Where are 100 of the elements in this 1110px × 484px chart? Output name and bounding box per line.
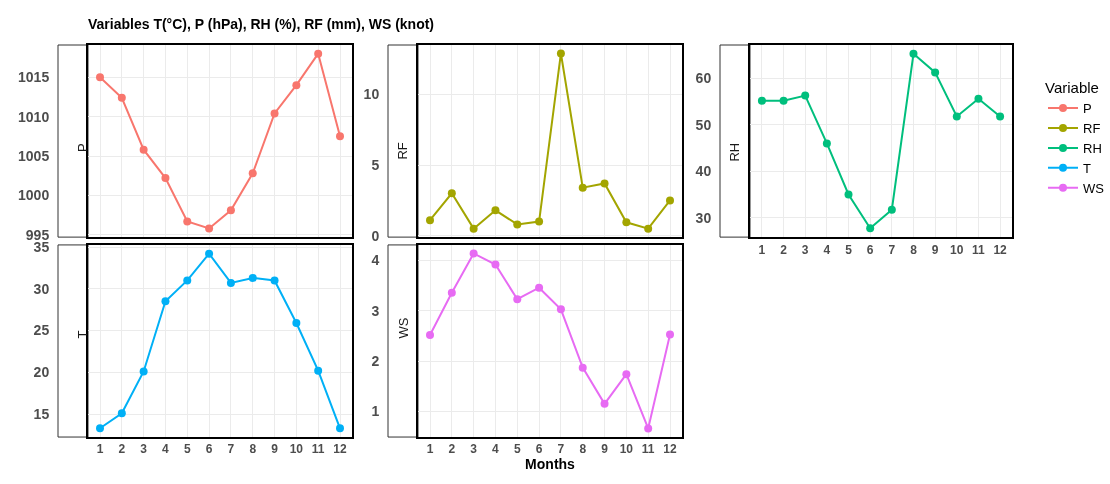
x-tick-label: 5 bbox=[845, 242, 853, 257]
x-tick-label: 8 bbox=[910, 242, 918, 257]
x-tick-label: 7 bbox=[557, 442, 565, 457]
point bbox=[779, 96, 788, 105]
y-tick-label: 15 bbox=[33, 405, 50, 422]
y-tick-label: 1000 bbox=[18, 187, 50, 204]
y-axis-title: P bbox=[74, 143, 90, 153]
x-tick-label: 9 bbox=[271, 442, 279, 457]
point bbox=[535, 217, 544, 226]
x-tick-label: 11 bbox=[641, 442, 655, 457]
y-tick-label: 25 bbox=[33, 322, 50, 339]
point bbox=[556, 305, 565, 314]
point bbox=[757, 96, 766, 105]
y-axis-title: RH bbox=[727, 142, 743, 162]
point bbox=[447, 288, 456, 297]
x-tick-label: 9 bbox=[931, 242, 939, 257]
x-tick-label: 2 bbox=[448, 442, 456, 457]
x-tick-label: 10 bbox=[950, 242, 964, 257]
y-tick-label: 10 bbox=[363, 86, 380, 103]
x-tick-label: 11 bbox=[972, 242, 986, 257]
x-tick-label: 4 bbox=[823, 242, 831, 257]
point bbox=[469, 224, 478, 233]
point bbox=[600, 399, 609, 408]
legend-label: RF bbox=[1083, 121, 1101, 137]
point bbox=[426, 216, 434, 225]
x-tick-label: 10 bbox=[289, 442, 304, 457]
x-tick-label: 4 bbox=[162, 442, 170, 457]
point bbox=[270, 109, 279, 118]
y-tick-label: 995 bbox=[25, 226, 50, 243]
point bbox=[248, 169, 257, 178]
point bbox=[205, 249, 214, 258]
point bbox=[139, 145, 148, 154]
point bbox=[248, 273, 257, 282]
x-tick-label: 1 bbox=[96, 442, 104, 457]
point bbox=[866, 224, 875, 233]
point bbox=[887, 205, 896, 214]
x-tick-label: 3 bbox=[140, 442, 148, 457]
point bbox=[952, 112, 961, 121]
y-axis-title: WS bbox=[395, 317, 411, 339]
x-tick-label: 1 bbox=[758, 242, 766, 257]
point bbox=[314, 49, 323, 58]
point bbox=[226, 206, 235, 215]
y-tick-label: 5 bbox=[371, 156, 380, 173]
x-tick-label: 11 bbox=[311, 442, 325, 457]
point bbox=[226, 278, 235, 287]
point bbox=[535, 283, 544, 292]
point bbox=[622, 370, 631, 379]
point bbox=[556, 49, 565, 58]
x-tick-label: 7 bbox=[227, 442, 235, 457]
x-tick-label: 6 bbox=[205, 442, 213, 457]
y-tick-label: 1015 bbox=[18, 69, 50, 86]
y-tick-label: 50 bbox=[695, 116, 712, 133]
y-tick-label: 1 bbox=[371, 403, 380, 420]
point bbox=[96, 424, 104, 433]
point bbox=[578, 363, 587, 372]
y-tick-label: 1005 bbox=[18, 147, 50, 164]
point bbox=[426, 330, 434, 339]
x-axis-title: Months bbox=[525, 456, 576, 473]
chart-title: Variables T(°C), P (hPa), RH (%), RF (mm), WS (knot) bbox=[88, 16, 435, 33]
point bbox=[578, 183, 587, 192]
point bbox=[822, 139, 831, 148]
point bbox=[931, 68, 940, 77]
point bbox=[336, 424, 344, 433]
legend-label: P bbox=[1083, 101, 1092, 117]
x-tick-label: 5 bbox=[183, 442, 191, 457]
point bbox=[974, 94, 983, 103]
point bbox=[96, 73, 104, 82]
point bbox=[801, 91, 810, 100]
x-tick-label: 4 bbox=[492, 442, 500, 457]
point bbox=[644, 424, 653, 433]
x-tick-label: 9 bbox=[601, 442, 609, 457]
y-tick-label: 20 bbox=[33, 364, 50, 381]
y-tick-label: 30 bbox=[33, 280, 50, 297]
y-axis-title: T bbox=[74, 330, 90, 339]
point bbox=[314, 366, 323, 375]
point bbox=[447, 189, 456, 198]
point bbox=[292, 81, 301, 90]
point bbox=[205, 224, 214, 233]
x-tick-label: 6 bbox=[866, 242, 874, 257]
legend-label: T bbox=[1083, 160, 1091, 176]
point bbox=[469, 249, 478, 258]
x-tick-label: 7 bbox=[888, 242, 896, 257]
point bbox=[161, 297, 170, 306]
point bbox=[644, 224, 653, 233]
x-tick-label: 3 bbox=[470, 442, 478, 457]
point bbox=[183, 276, 192, 285]
point bbox=[183, 217, 192, 226]
point bbox=[600, 179, 609, 188]
y-tick-label: 3 bbox=[371, 302, 380, 319]
y-tick-label: 2 bbox=[371, 353, 380, 369]
point bbox=[513, 220, 522, 229]
point bbox=[117, 409, 126, 418]
x-tick-label: 5 bbox=[513, 442, 521, 457]
point bbox=[491, 206, 500, 215]
point bbox=[139, 367, 148, 376]
point bbox=[996, 112, 1005, 121]
y-tick-label: 30 bbox=[695, 209, 712, 226]
point bbox=[161, 174, 170, 183]
legend-label: RH bbox=[1083, 140, 1102, 156]
x-tick-label: 10 bbox=[619, 442, 634, 457]
